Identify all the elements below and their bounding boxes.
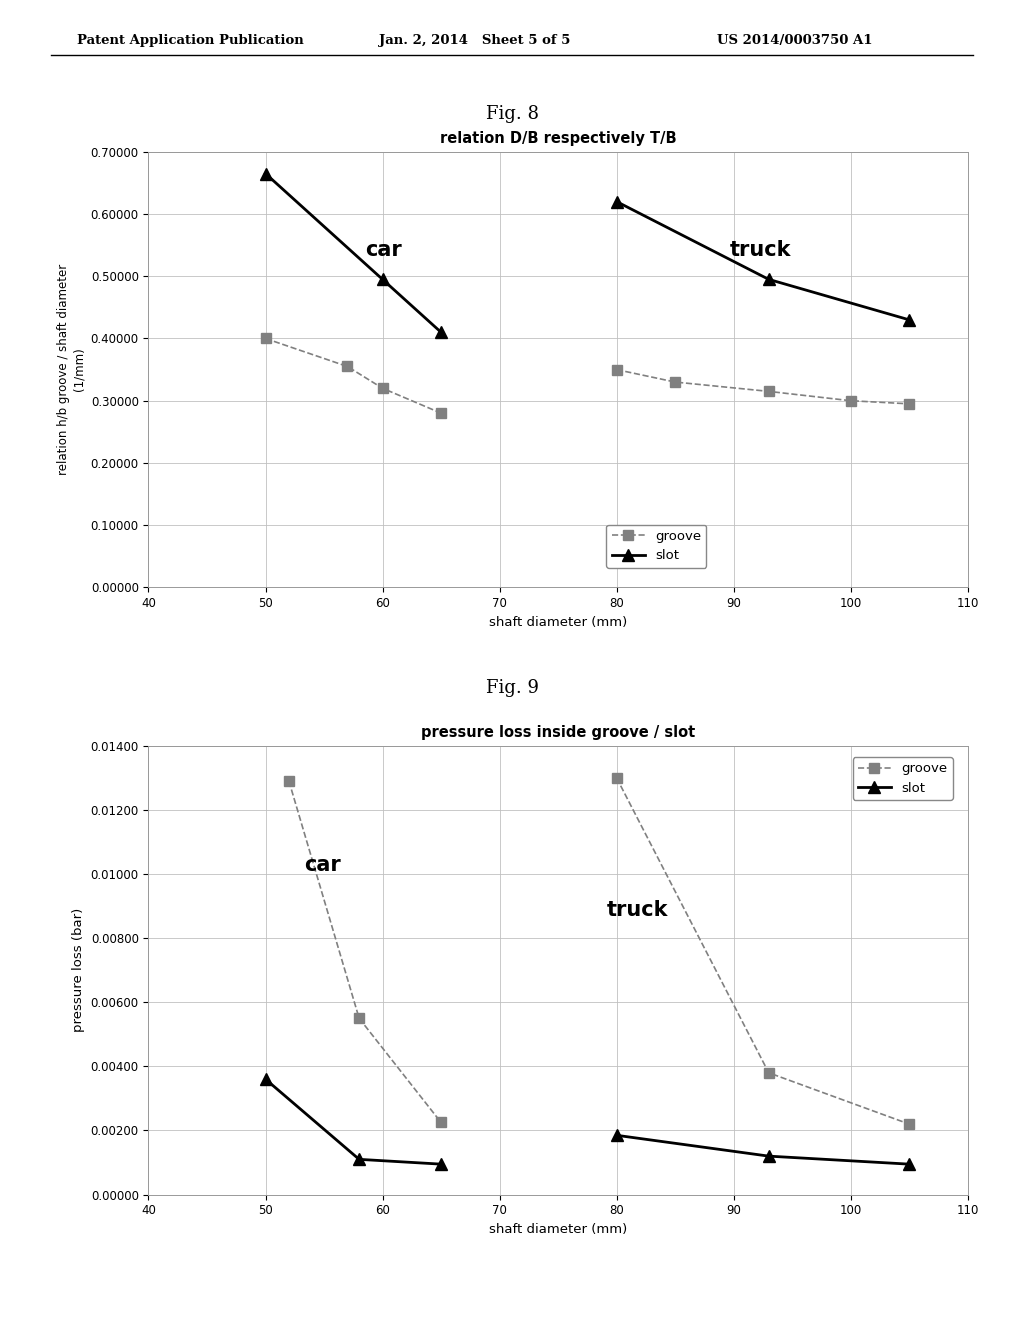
Title: relation D/B respectively T/B: relation D/B respectively T/B [439, 132, 677, 147]
Text: Patent Application Publication: Patent Application Publication [77, 34, 303, 48]
Text: Jan. 2, 2014   Sheet 5 of 5: Jan. 2, 2014 Sheet 5 of 5 [379, 34, 570, 48]
Y-axis label: relation h/b groove / shaft diameter
(1/mm): relation h/b groove / shaft diameter (1/… [57, 264, 85, 475]
Text: US 2014/0003750 A1: US 2014/0003750 A1 [717, 34, 872, 48]
Legend: groove, slot: groove, slot [853, 756, 953, 800]
Text: truck: truck [730, 240, 792, 260]
Text: car: car [366, 240, 402, 260]
Text: Fig. 8: Fig. 8 [485, 104, 539, 123]
Title: pressure loss inside groove / slot: pressure loss inside groove / slot [421, 726, 695, 741]
Legend: groove, slot: groove, slot [606, 524, 707, 568]
Text: Fig. 9: Fig. 9 [485, 678, 539, 697]
Y-axis label: pressure loss (bar): pressure loss (bar) [72, 908, 85, 1032]
X-axis label: shaft diameter (mm): shaft diameter (mm) [488, 615, 628, 628]
Text: truck: truck [607, 900, 669, 920]
X-axis label: shaft diameter (mm): shaft diameter (mm) [488, 1222, 628, 1236]
Text: car: car [304, 855, 341, 875]
